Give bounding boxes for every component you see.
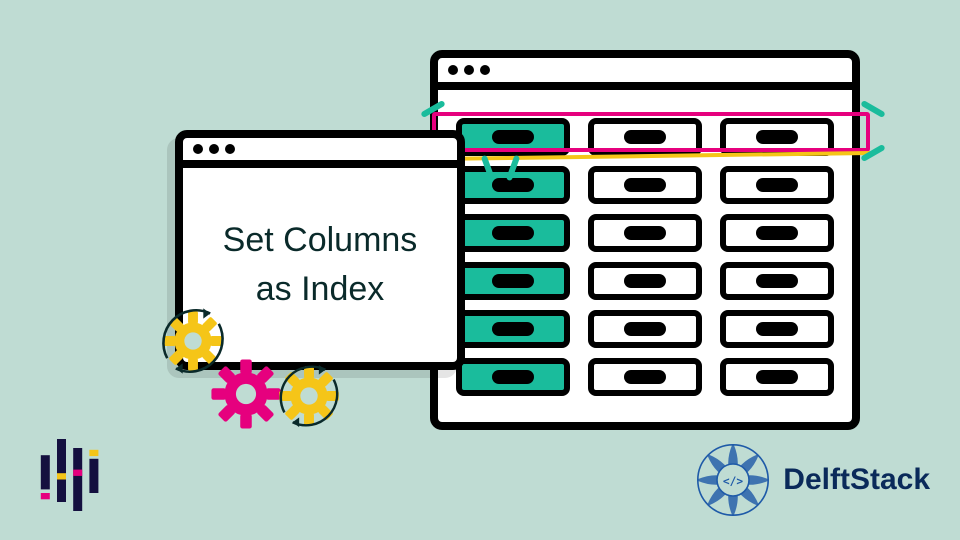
title-content: Set Columns as Index [183,168,457,362]
data-cell [588,358,702,396]
index-cell [456,214,570,252]
tick-icon [860,144,886,162]
data-cell [720,118,834,156]
svg-text:</>: </> [723,475,743,488]
data-cell [588,118,702,156]
tick-icon [860,100,886,118]
index-cell [456,310,570,348]
window-titlebar [438,58,852,90]
window-dot-icon [448,65,458,75]
gear-icon [278,365,340,427]
index-cell [456,262,570,300]
data-cell [588,310,702,348]
title-line-2: as Index [256,270,385,309]
window-dot-icon [480,65,490,75]
window-dot-icon [209,144,219,154]
data-cell [720,310,834,348]
data-cell [588,214,702,252]
data-cell [720,358,834,396]
index-cell [456,118,570,156]
delftstack-logo: </> DelftStack [693,440,930,520]
data-cell [720,262,834,300]
data-cell [720,166,834,204]
window-titlebar [183,138,457,168]
data-cell [588,262,702,300]
gear-icon [210,358,282,430]
pandas-logo-icon [30,430,120,520]
data-grid [438,90,852,406]
index-cell [456,358,570,396]
title-line-1: Set Columns [223,221,418,260]
window-dot-icon [225,144,235,154]
window-dot-icon [464,65,474,75]
data-cell [720,214,834,252]
delftstack-text: DelftStack [783,463,930,497]
data-cell [588,166,702,204]
data-grid-window [430,50,860,430]
mandala-icon: </> [693,440,773,520]
window-dot-icon [193,144,203,154]
